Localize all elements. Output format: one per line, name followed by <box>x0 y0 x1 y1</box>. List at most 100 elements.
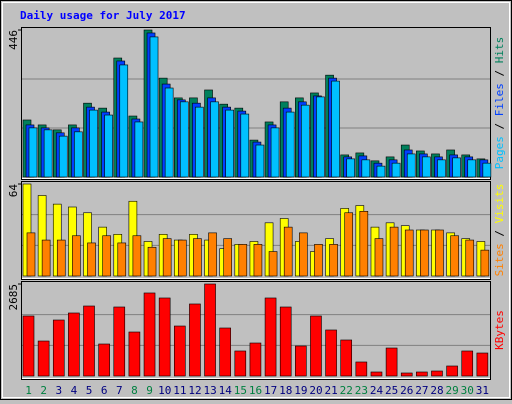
x-tick-label: 6 <box>101 384 108 397</box>
y-tick-label: 446 <box>7 30 20 50</box>
bar <box>238 244 248 277</box>
x-tick-label: 22 <box>340 384 353 397</box>
bar <box>270 127 280 178</box>
bar <box>72 235 81 277</box>
bar <box>164 87 174 178</box>
bar <box>87 242 96 277</box>
bar <box>295 345 307 377</box>
bar <box>52 319 65 377</box>
frame-bevel <box>2 2 510 398</box>
bar <box>435 229 444 277</box>
bar <box>58 135 68 178</box>
bar <box>370 371 383 377</box>
x-tick-label: 29 <box>446 384 459 397</box>
bar <box>310 315 322 377</box>
bar <box>26 232 36 277</box>
bar <box>452 157 461 178</box>
bar <box>431 370 443 377</box>
bar <box>98 343 110 377</box>
bar <box>325 329 337 377</box>
bar <box>177 239 187 277</box>
x-tick-label: 2 <box>40 384 47 397</box>
bar <box>346 158 356 178</box>
x-tick-label: 4 <box>71 384 78 397</box>
bar <box>359 211 369 277</box>
bar <box>132 235 142 277</box>
bar <box>301 104 310 178</box>
x-tick-label: 7 <box>116 384 123 397</box>
bar <box>404 229 414 277</box>
bar <box>480 249 490 277</box>
bar <box>268 251 278 277</box>
x-tick-label: 30 <box>461 384 474 397</box>
bar <box>450 235 459 277</box>
bar <box>316 96 325 178</box>
bar <box>208 232 217 277</box>
bar <box>249 342 262 377</box>
bar <box>329 244 338 277</box>
bar <box>314 244 323 277</box>
legend: Sites / Visits <box>493 184 506 277</box>
bar <box>219 327 231 377</box>
bar <box>104 114 113 178</box>
legend-entry: KBytes <box>493 310 506 350</box>
legend-entry: Files <box>493 83 506 116</box>
bar <box>240 113 250 178</box>
x-tick-label: 23 <box>355 384 368 397</box>
bar <box>210 101 219 178</box>
bar <box>134 121 144 178</box>
legend-entry: Visits <box>493 184 506 224</box>
bar <box>83 305 95 377</box>
bar <box>376 165 386 178</box>
bar <box>461 350 474 377</box>
bar <box>400 372 413 377</box>
bar <box>476 352 489 377</box>
x-tick-label: 5 <box>86 384 93 397</box>
bar <box>389 226 399 277</box>
x-tick-label: 24 <box>370 384 384 397</box>
x-tick-label: 12 <box>188 384 201 397</box>
bar <box>128 331 141 377</box>
y-tick-label: 2685 <box>7 284 20 311</box>
bar <box>234 350 247 377</box>
x-tick-label: 26 <box>400 384 413 397</box>
x-tick-label: 17 <box>264 384 277 397</box>
x-tick-label: 1 <box>25 384 32 397</box>
bar <box>119 64 129 178</box>
bar <box>331 80 340 178</box>
bar <box>283 226 293 277</box>
bar <box>37 340 50 377</box>
legend: KBytes <box>493 310 506 350</box>
legend-separator: / <box>493 63 506 83</box>
bar <box>43 129 53 178</box>
x-tick-label: 27 <box>415 384 428 397</box>
bar <box>253 244 263 277</box>
x-tick-label: 14 <box>219 384 233 397</box>
bar <box>102 235 111 277</box>
x-tick-label: 19 <box>294 384 307 397</box>
bar <box>406 153 416 178</box>
x-tick-label: 21 <box>325 384 338 397</box>
bar <box>89 109 98 178</box>
bar <box>195 106 204 178</box>
x-tick-label: 15 <box>234 384 247 397</box>
bar <box>179 101 189 178</box>
legend: Pages / Files / Hits <box>493 37 506 170</box>
bar <box>422 156 431 178</box>
x-tick-label: 18 <box>279 384 292 397</box>
bar <box>143 292 156 377</box>
bar <box>68 312 80 377</box>
bar <box>385 347 398 377</box>
x-tick-label: 8 <box>131 384 138 397</box>
bar <box>355 361 368 377</box>
bar <box>391 162 401 178</box>
legend-entry: Pages <box>493 136 506 169</box>
bar <box>467 159 477 178</box>
legend-separator: / <box>493 116 506 136</box>
bar <box>189 303 201 377</box>
bar <box>446 365 458 377</box>
x-tick-label: 31 <box>476 384 489 397</box>
bar <box>41 239 51 277</box>
bar <box>204 283 216 377</box>
